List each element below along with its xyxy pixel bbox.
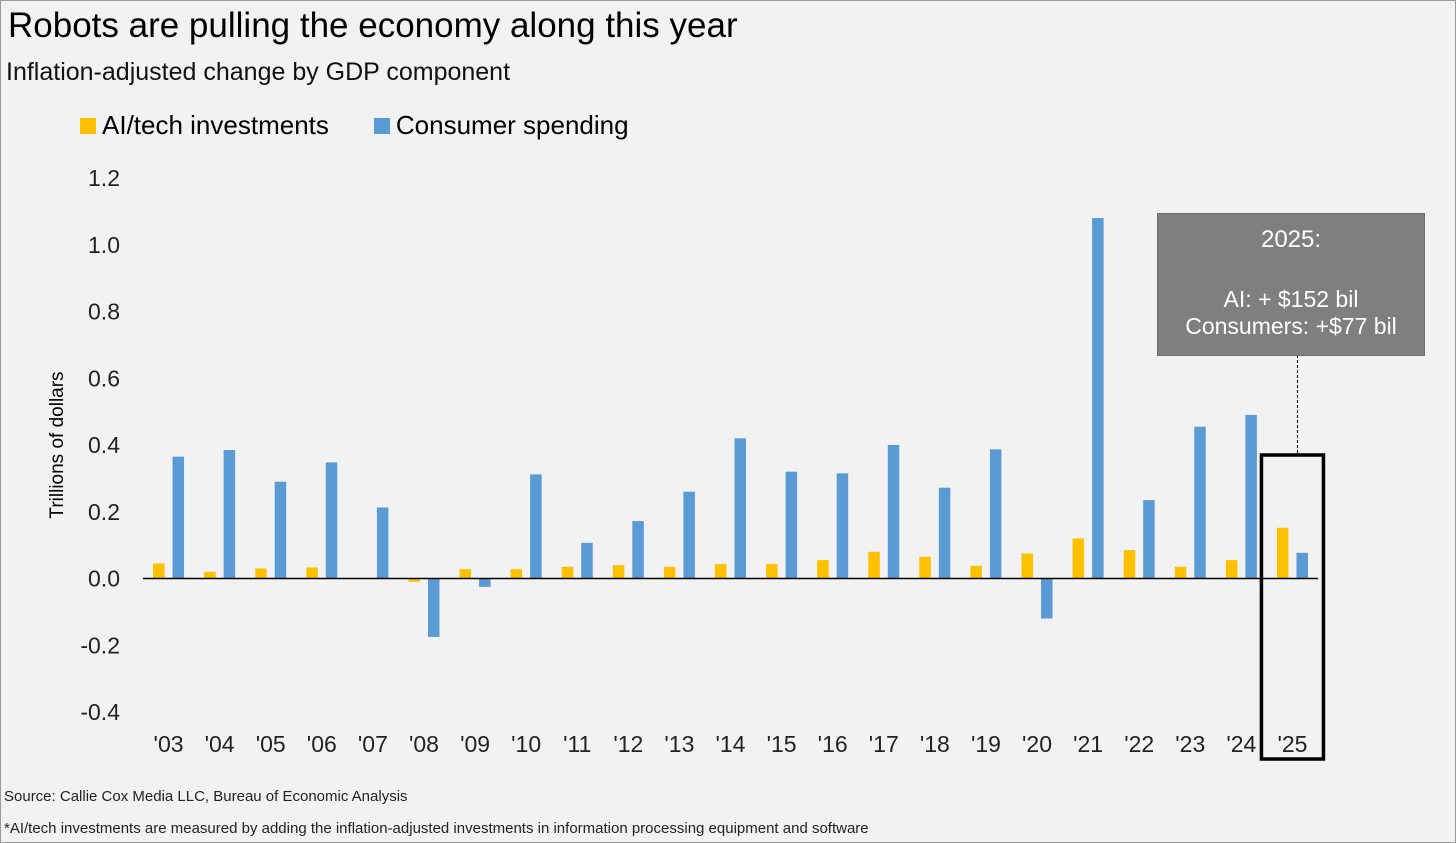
- bar-consumer-spending: [1143, 500, 1155, 579]
- x-tick-label: '24: [1226, 731, 1256, 757]
- bar-consumer-spending: [1092, 218, 1104, 579]
- x-tick-label: '21: [1073, 731, 1103, 757]
- bar-ai-tech: [663, 566, 676, 579]
- source-note: Source: Callie Cox Media LLC, Bureau of …: [4, 788, 408, 805]
- x-tick-label: '18: [920, 731, 950, 757]
- bars: [153, 218, 1308, 637]
- x-tick-label: '12: [613, 731, 643, 757]
- x-tick-label: '17: [869, 731, 899, 757]
- x-tick-label: '10: [511, 731, 541, 757]
- bar-ai-tech: [204, 571, 216, 579]
- legend-item-ai: AI/tech investments: [80, 110, 329, 141]
- x-tick-label: '04: [205, 731, 235, 757]
- bar-ai-tech: [255, 568, 267, 579]
- bar-consumer-spending: [1194, 426, 1206, 579]
- x-tick-label: '15: [767, 731, 797, 757]
- legend-swatch-consumer: [373, 117, 390, 134]
- bar-ai-tech: [1123, 550, 1136, 579]
- x-tick-label: '25: [1277, 731, 1307, 757]
- x-tick-label: '14: [716, 731, 746, 757]
- y-tick-label: 0.4: [88, 432, 120, 458]
- bar-consumer-spending: [223, 450, 236, 579]
- legend-label-ai: AI/tech investments: [102, 110, 329, 140]
- y-tick-label: -0.4: [80, 699, 120, 725]
- bar-ai-tech: [561, 566, 574, 579]
- highlight-box-2025: [1259, 453, 1326, 761]
- y-tick-label: 0.0: [88, 566, 120, 592]
- bar-ai-tech: [817, 560, 829, 579]
- legend-label-consumer: Consumer spending: [395, 110, 629, 140]
- bar-consumer-spending: [172, 456, 185, 579]
- bar-consumer-spending: [989, 449, 1002, 579]
- x-tick-label: '22: [1124, 731, 1154, 757]
- legend: AI/tech investments Consumer spending: [80, 110, 629, 141]
- x-tick-label: '13: [664, 731, 694, 757]
- bar-ai-tech: [868, 551, 880, 579]
- x-tick-label: '06: [307, 731, 337, 757]
- bar-consumer-spending: [325, 462, 338, 579]
- bar-consumer-spending: [683, 491, 695, 579]
- bar-consumer-spending: [1245, 414, 1257, 579]
- bar-consumer-spending: [530, 474, 542, 579]
- x-tick-label: '16: [818, 731, 848, 757]
- bar-ai-tech: [970, 565, 982, 579]
- bar-consumer-spending: [836, 473, 849, 579]
- x-tick-label: '19: [971, 731, 1001, 757]
- y-tick-label: 1.0: [88, 232, 120, 258]
- legend-item-consumer: Consumer spending: [373, 110, 629, 141]
- bar-ai-tech: [919, 556, 931, 579]
- y-tick-label: 0.8: [88, 299, 120, 325]
- bar-consumer-spending: [887, 445, 900, 579]
- x-tick-label: '08: [409, 731, 439, 757]
- bar-consumer-spending: [632, 521, 644, 579]
- bar-ai-tech: [1276, 527, 1289, 579]
- x-tick-label: '11: [563, 731, 591, 757]
- x-tick-label: '09: [460, 731, 490, 757]
- bar-consumer-spending: [274, 481, 287, 579]
- x-tick-label: '07: [358, 731, 388, 757]
- y-tick-label: 1.2: [88, 165, 120, 191]
- y-tick-labels: 1.2 1.0 0.8 0.6 0.4 0.2 0.0 -0.2 -0.4: [80, 165, 120, 725]
- bar-consumer-spending: [785, 471, 798, 579]
- x-tick-label: '23: [1175, 731, 1205, 757]
- x-tick-label: '20: [1022, 731, 1052, 757]
- x-tick-label: '03: [154, 731, 184, 757]
- bar-ai-tech: [408, 578, 420, 582]
- bar-consumer-spending: [581, 542, 593, 579]
- callout-box: 2025: AI: + $152 bil Consumers: +$77 bil: [1157, 213, 1425, 356]
- bar-consumer-spending: [1041, 578, 1053, 619]
- bar-ai-tech: [306, 567, 318, 579]
- bar-ai-tech: [766, 564, 778, 579]
- bar-consumer-spending: [479, 578, 491, 587]
- bar-consumer-spending: [1296, 552, 1308, 579]
- bar-ai-tech: [1021, 553, 1034, 579]
- y-tick-label: 0.6: [88, 365, 120, 391]
- x-tick-labels: '03 '04 '05 '06 '07 '08 '09 '10 '11 '12 '13 '14 '15 '…: [154, 731, 1308, 757]
- bar-ai-tech: [1174, 566, 1187, 579]
- bar-consumer-spending: [938, 487, 951, 579]
- bar-ai-tech: [715, 564, 727, 579]
- bar-consumer-spending: [427, 578, 440, 637]
- bar-ai-tech: [153, 563, 165, 579]
- y-tick-label: -0.2: [80, 632, 120, 658]
- chart-subtitle: Inflation-adjusted change by GDP compone…: [6, 58, 511, 86]
- callout-title: 2025:: [1260, 226, 1322, 253]
- legend-swatch-ai: [80, 117, 96, 134]
- bar-ai-tech: [1225, 560, 1238, 579]
- chart-title: Robots are pulling the economy along thi…: [8, 6, 738, 45]
- footnote: *AI/tech investments are measured by add…: [4, 820, 869, 837]
- bar-consumer-spending: [376, 507, 389, 579]
- bar-ai-tech: [459, 569, 472, 579]
- bar-ai-tech: [612, 565, 625, 579]
- callout-consumer-line: Consumers: +$77 bil: [1185, 313, 1397, 339]
- callout-ai-line: AI: + $152 bil: [1223, 286, 1359, 312]
- x-tick-label: '05: [256, 731, 286, 757]
- bar-ai-tech: [1072, 538, 1085, 579]
- bar-ai-tech: [510, 569, 523, 579]
- y-tick-label: 0.2: [88, 499, 120, 525]
- bar-consumer-spending: [734, 438, 746, 579]
